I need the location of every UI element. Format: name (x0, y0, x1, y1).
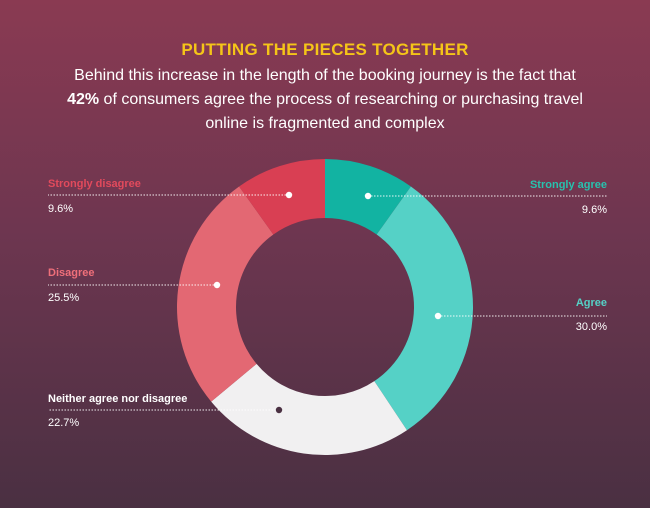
label-value-strongly-disagree: 9.6% (48, 203, 73, 215)
label-dot-strongly-agree (364, 192, 372, 200)
label-name-strongly-agree: Strongly agree (530, 179, 607, 191)
label-value-strongly-agree: 9.6% (582, 204, 607, 216)
slice-strongly-disagree (239, 159, 325, 235)
slice-disagree (177, 186, 274, 402)
label-dot-agree (434, 312, 442, 320)
slice-neither-agree-nor-disagree (211, 363, 407, 455)
label-name-strongly-disagree: Strongly disagree (48, 178, 141, 190)
subtitle-text-start: Behind this increase in the length of th… (74, 67, 576, 84)
slice-agree (374, 186, 474, 431)
subtitle-text-end: of consumers agree the process of resear… (99, 91, 583, 132)
label-value-disagree: 25.5% (48, 292, 79, 304)
label-value-neither-agree-nor-disagree: 22.7% (48, 417, 79, 429)
label-name-agree: Agree (576, 297, 607, 309)
label-dot-neither-agree-nor-disagree (275, 406, 283, 414)
subtitle-highlight: 42% (67, 91, 100, 108)
label-dot-strongly-disagree (285, 191, 293, 199)
label-value-agree: 30.0% (576, 321, 607, 333)
label-name-neither-agree-nor-disagree: Neither agree nor disagree (48, 393, 187, 405)
label-name-disagree: Disagree (48, 267, 94, 279)
label-dot-disagree (213, 281, 221, 289)
chart-title: PUTTING THE PIECES TOGETHER (181, 40, 469, 59)
chart-subtitle: Behind this increase in the length of th… (60, 64, 590, 136)
